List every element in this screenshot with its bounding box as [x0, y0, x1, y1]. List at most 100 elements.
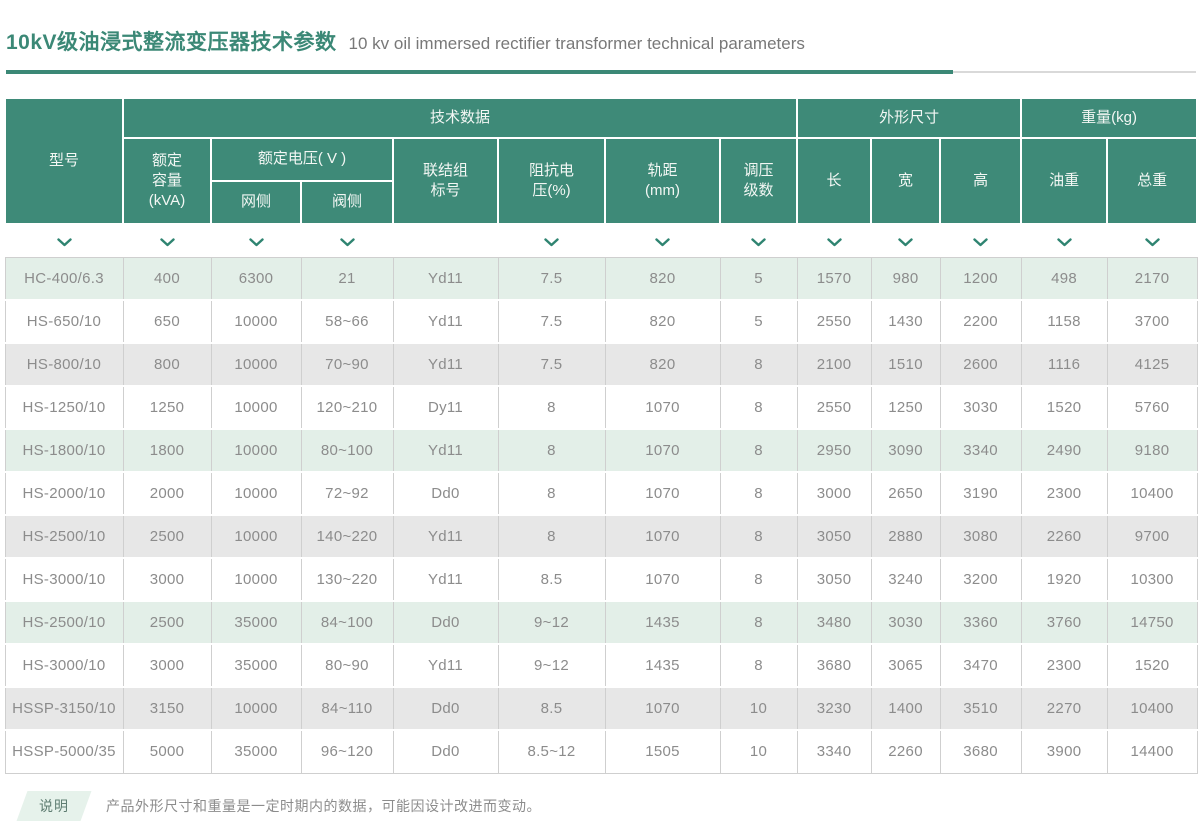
filter-cell[interactable] — [871, 224, 940, 257]
value-cell: 1250 — [870, 386, 941, 429]
value-cell: 9~12 — [497, 601, 606, 644]
filter-row — [5, 224, 1198, 257]
filter-cell[interactable] — [301, 224, 393, 257]
filter-cell-empty — [393, 224, 498, 257]
header-grid-side: 网侧 — [210, 180, 302, 225]
value-cell: 7.5 — [497, 300, 606, 343]
value-cell: 2500 — [122, 601, 212, 644]
params-table: 型号 技术数据 外形尺寸 重量(kg) 额定 容量 (kVA) 额定电压( V … — [4, 97, 1199, 774]
value-cell: 2260 — [870, 730, 941, 773]
note-block: 说明 产品外形尺寸和重量是一定时期内的数据，可能因设计改进而变动。 — [22, 791, 1200, 821]
value-cell: 3080 — [939, 515, 1022, 558]
value-cell: 4125 — [1106, 343, 1198, 386]
value-cell: 2500 — [122, 515, 212, 558]
value-cell: Dd0 — [392, 730, 499, 773]
value-cell: 2200 — [939, 300, 1022, 343]
value-cell: 2600 — [939, 343, 1022, 386]
value-cell: 10000 — [210, 558, 302, 601]
model-cell: HS-1250/10 — [4, 386, 124, 429]
value-cell: Dd0 — [392, 472, 499, 515]
chevron-down-icon — [339, 238, 355, 246]
header-valve-side: 阀侧 — [300, 180, 394, 225]
value-cell: 21 — [300, 257, 394, 300]
filter-cell[interactable] — [1021, 224, 1107, 257]
value-cell: 3340 — [796, 730, 872, 773]
value-cell: 10000 — [210, 429, 302, 472]
value-cell: 3090 — [870, 429, 941, 472]
value-cell: 3000 — [122, 558, 212, 601]
filter-cell[interactable] — [123, 224, 211, 257]
value-cell: 1158 — [1020, 300, 1108, 343]
value-cell: 10000 — [210, 343, 302, 386]
table-row: HS-3000/10 3000 35000 80~90 Yd11 9~12 1435 8 368… — [4, 644, 1198, 687]
header-rail-gauge: 轨距 (mm) — [604, 137, 721, 225]
value-cell: Yd11 — [392, 558, 499, 601]
filter-cell[interactable] — [5, 224, 123, 257]
filter-cell[interactable] — [211, 224, 301, 257]
value-cell: 2100 — [796, 343, 872, 386]
value-cell: 10300 — [1106, 558, 1198, 601]
table-row: HSSP-3150/10 3150 10000 84~110 Dd0 8.5 1070 10 3… — [4, 687, 1198, 730]
filter-cell[interactable] — [605, 224, 720, 257]
value-cell: 8 — [719, 601, 798, 644]
value-cell: 3030 — [939, 386, 1022, 429]
filter-cell[interactable] — [1107, 224, 1197, 257]
value-cell: 10400 — [1106, 687, 1198, 730]
value-cell: 8 — [719, 429, 798, 472]
page-title: 10kV级油浸式整流变压器技术参数 — [6, 31, 337, 54]
value-cell: 1400 — [870, 687, 941, 730]
value-cell: 1570 — [796, 257, 872, 300]
value-cell: Yd11 — [392, 644, 499, 687]
model-cell: HSSP-3150/10 — [4, 687, 124, 730]
note-badge-label: 说明 — [39, 797, 69, 814]
value-cell: 70~90 — [300, 343, 394, 386]
value-cell: 3000 — [122, 644, 212, 687]
table-row: HS-2500/10 2500 35000 84~100 Dd0 9~12 1435 8 348… — [4, 601, 1198, 644]
value-cell: 3230 — [796, 687, 872, 730]
header-impedance-voltage: 阻抗电 压(%) — [497, 137, 606, 225]
value-cell: Yd11 — [392, 300, 499, 343]
value-cell: 3510 — [939, 687, 1022, 730]
filter-cell[interactable] — [940, 224, 1021, 257]
value-cell: 820 — [604, 257, 721, 300]
filter-cell[interactable] — [797, 224, 871, 257]
value-cell: 3240 — [870, 558, 941, 601]
value-cell: 10400 — [1106, 472, 1198, 515]
value-cell: 820 — [604, 300, 721, 343]
value-cell: 1070 — [604, 687, 721, 730]
value-cell: 400 — [122, 257, 212, 300]
value-cell: 7.5 — [497, 257, 606, 300]
value-cell: 3470 — [939, 644, 1022, 687]
value-cell: 84~100 — [300, 601, 394, 644]
filter-cell[interactable] — [720, 224, 797, 257]
value-cell: 8 — [497, 515, 606, 558]
value-cell: Yd11 — [392, 343, 499, 386]
value-cell: 2950 — [796, 429, 872, 472]
value-cell: Dd0 — [392, 601, 499, 644]
header-width: 宽 — [870, 137, 942, 225]
value-cell: 3050 — [796, 558, 872, 601]
value-cell: 3050 — [796, 515, 872, 558]
value-cell: 650 — [122, 300, 212, 343]
value-cell: 35000 — [210, 601, 302, 644]
note-text: 产品外形尺寸和重量是一定时期内的数据，可能因设计改进而变动。 — [106, 797, 541, 814]
model-cell: HS-3000/10 — [4, 558, 124, 601]
value-cell: 3900 — [1020, 730, 1108, 773]
value-cell: 10000 — [210, 472, 302, 515]
value-cell: 8 — [497, 386, 606, 429]
value-cell: 1430 — [870, 300, 941, 343]
value-cell: 10 — [719, 730, 798, 773]
value-cell: 5 — [719, 300, 798, 343]
value-cell: 8 — [719, 515, 798, 558]
value-cell: 9180 — [1106, 429, 1198, 472]
value-cell: 10000 — [210, 300, 302, 343]
header-tap-steps: 调压 级数 — [718, 137, 799, 225]
model-cell: HC-400/6.3 — [4, 257, 124, 300]
value-cell: 3000 — [796, 472, 872, 515]
value-cell: Yd11 — [392, 257, 499, 300]
value-cell: 1250 — [122, 386, 212, 429]
value-cell: 8 — [497, 429, 606, 472]
value-cell: 1070 — [604, 429, 721, 472]
filter-cell[interactable] — [498, 224, 605, 257]
chevron-down-icon — [544, 238, 559, 246]
